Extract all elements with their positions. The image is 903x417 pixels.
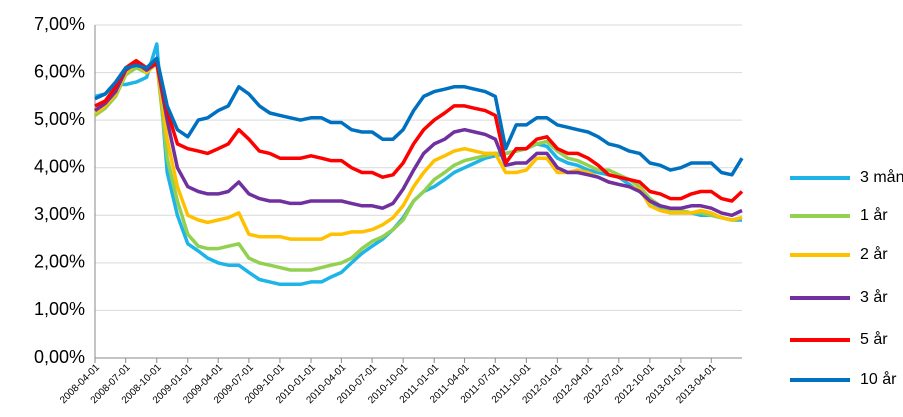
y-tick-label: 1,00%	[34, 299, 85, 319]
line-series	[93, 61, 743, 218]
y-tick-label: 0,00%	[34, 347, 85, 367]
legend-label: 5 år	[860, 330, 888, 348]
y-tick-label: 6,00%	[34, 61, 85, 81]
line-series	[93, 61, 743, 272]
y-tick-label: 5,00%	[34, 109, 85, 129]
legend-label: 2 år	[860, 245, 888, 263]
y-tick-label: 7,00%	[34, 14, 85, 34]
legend-label: 1 år	[860, 206, 888, 224]
line-series	[94, 56, 744, 177]
y-tick-label: 4,00%	[34, 156, 85, 176]
line-series	[94, 58, 744, 203]
y-tick-label: 3,00%	[34, 204, 85, 224]
y-tick-label: 2,00%	[34, 252, 85, 272]
legend-label: 3 år	[860, 288, 888, 306]
legend-label: 10 år	[860, 370, 897, 388]
legend-label: 3 mån	[860, 168, 903, 186]
